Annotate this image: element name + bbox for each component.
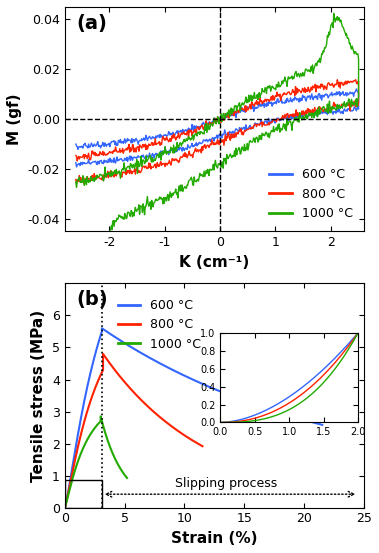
800 °C <box>124 380 128 387</box>
800 °C <box>116 371 120 377</box>
1000 °C <box>105 435 109 441</box>
1000 °C <box>278 125 283 132</box>
1000 °C <box>210 167 214 174</box>
800 °C <box>156 413 161 419</box>
600 °C <box>295 112 300 118</box>
1000 °C <box>74 237 78 244</box>
Legend: 600 °C, 800 °C, 1000 °C: 600 °C, 800 °C, 1000 °C <box>265 163 358 225</box>
X-axis label: Strain (%): Strain (%) <box>171 531 258 546</box>
600 °C <box>210 135 214 142</box>
600 °C <box>278 116 283 123</box>
1000 °C <box>63 504 67 511</box>
600 °C <box>128 343 132 349</box>
Line: 800 °C: 800 °C <box>65 354 202 508</box>
Text: (a): (a) <box>77 14 108 33</box>
600 °C <box>312 419 316 426</box>
800 °C <box>99 371 103 378</box>
600 °C <box>152 155 156 161</box>
800 °C <box>200 443 205 450</box>
600 °C <box>74 159 78 166</box>
600 °C <box>74 164 79 170</box>
1000 °C <box>122 472 127 478</box>
1000 °C <box>86 434 91 440</box>
800 °C <box>152 409 156 415</box>
600 °C <box>254 401 259 408</box>
800 °C <box>210 137 214 143</box>
600 °C <box>152 357 157 364</box>
Bar <box>65 481 102 508</box>
800 °C <box>108 149 113 156</box>
1000 °C <box>74 179 78 185</box>
800 °C <box>310 106 315 113</box>
600 °C <box>74 141 78 148</box>
800 °C <box>74 176 78 183</box>
1000 °C <box>87 432 92 439</box>
800 °C <box>77 438 81 445</box>
1000 °C <box>108 173 113 179</box>
1000 °C <box>72 468 77 475</box>
600 °C <box>320 421 324 428</box>
Line: 600 °C: 600 °C <box>65 328 322 508</box>
X-axis label: K (cm⁻¹): K (cm⁻¹) <box>179 254 249 269</box>
Line: 600 °C: 600 °C <box>76 89 359 167</box>
800 °C <box>82 181 87 187</box>
1000 °C <box>91 260 95 267</box>
1000 °C <box>332 10 336 17</box>
1000 °C <box>97 419 102 426</box>
800 °C <box>63 504 67 511</box>
600 °C <box>354 86 359 92</box>
1000 °C <box>152 200 156 206</box>
Line: 1000 °C: 1000 °C <box>65 416 127 508</box>
800 °C <box>354 76 358 83</box>
Text: (b): (b) <box>77 290 108 309</box>
Line: 1000 °C: 1000 °C <box>76 13 359 263</box>
600 °C <box>100 325 104 332</box>
800 °C <box>74 152 78 159</box>
1000 °C <box>295 118 300 125</box>
600 °C <box>130 345 134 351</box>
600 °C <box>108 140 113 147</box>
Line: 800 °C: 800 °C <box>76 80 359 184</box>
600 °C <box>310 112 315 118</box>
800 °C <box>152 163 156 170</box>
800 °C <box>278 116 283 122</box>
600 °C <box>63 504 67 511</box>
1000 °C <box>125 474 129 481</box>
Y-axis label: M (gf): M (gf) <box>7 93 22 145</box>
800 °C <box>295 109 300 116</box>
800 °C <box>101 351 105 357</box>
Y-axis label: Tensile stress (MPa): Tensile stress (MPa) <box>31 310 46 482</box>
1000 °C <box>310 109 315 116</box>
Text: Slipping process: Slipping process <box>175 477 277 490</box>
1000 °C <box>99 413 103 420</box>
Legend: 600 °C, 800 °C, 1000 °C: 600 °C, 800 °C, 1000 °C <box>113 294 207 356</box>
600 °C <box>172 367 176 374</box>
